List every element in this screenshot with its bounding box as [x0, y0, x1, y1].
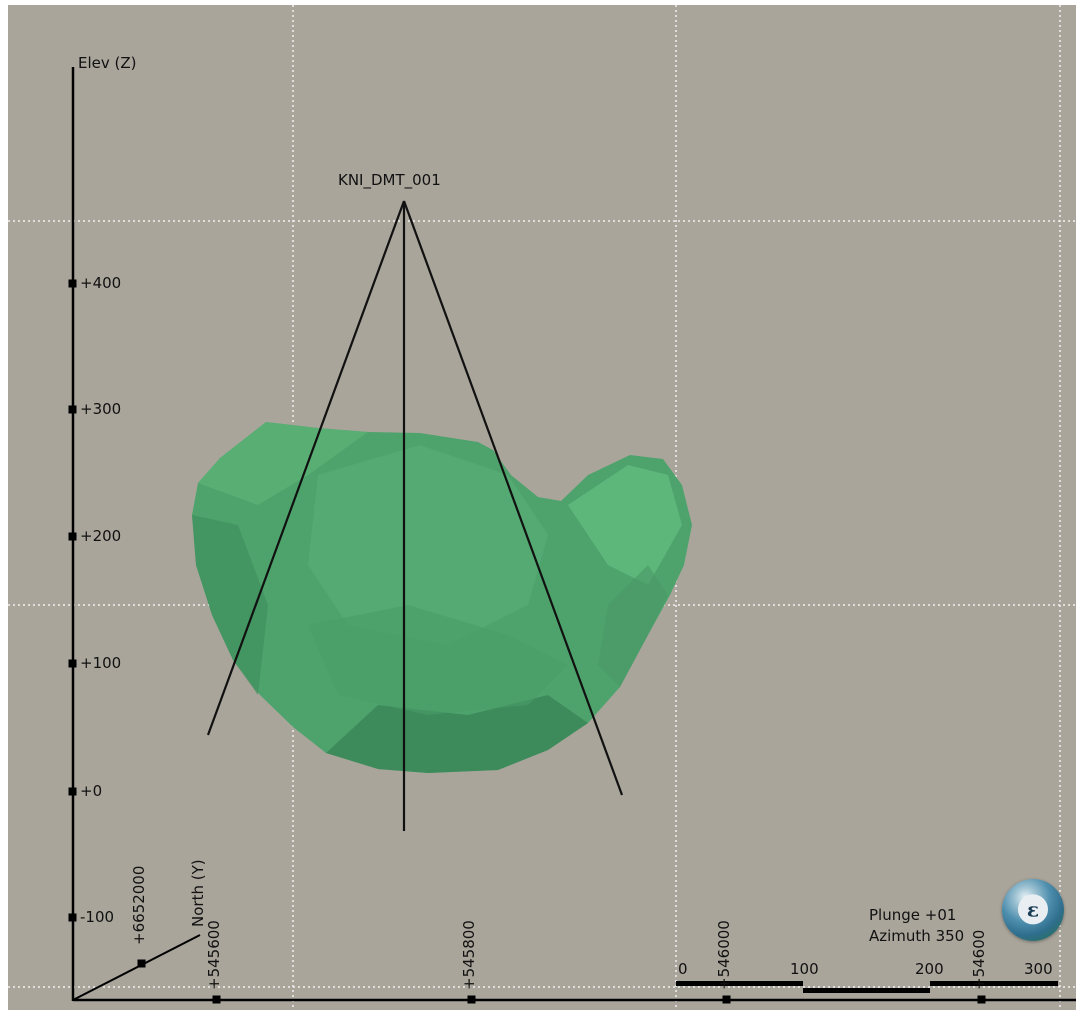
scale-bar-label: 200 [915, 960, 944, 978]
elevation-tick-label: -100 [80, 908, 115, 926]
easting-tick-label: +545800 [460, 920, 478, 990]
scale-bar [676, 981, 1058, 993]
3d-viewport[interactable]: Elev (Z) +400 +300 +200 +100 +0 -100 KNI… [8, 5, 1076, 1010]
drillhole-label[interactable]: KNI_DMT_001 [338, 171, 441, 189]
north-axis-label: North (Y) [189, 859, 207, 927]
scale-bar-label: 300 [1024, 960, 1053, 978]
elevation-tick-label: +0 [80, 782, 103, 800]
elevation-axis-label: Elev (Z) [78, 54, 137, 72]
navigation-sphere-glyph: ε [1018, 894, 1048, 925]
grid-lines [8, 5, 1076, 1010]
elevation-tick-label: +300 [80, 400, 122, 418]
drillhole-traces[interactable] [206, 200, 624, 831]
scale-bar-label: 0 [678, 960, 688, 978]
plunge-readout: Plunge +01 [869, 906, 957, 924]
elevation-tick-label: +100 [80, 654, 122, 672]
scene-canvas[interactable] [8, 5, 1076, 1010]
easting-tick-label: +545600 [205, 920, 223, 990]
azimuth-readout: Azimuth 350 [869, 927, 965, 945]
ore-body-solid[interactable] [192, 422, 692, 773]
easting-axis [73, 995, 1076, 1004]
easting-tick-label: +54600 [970, 929, 988, 990]
elevation-tick-label: +200 [80, 527, 122, 545]
scale-bar-label: 100 [790, 960, 819, 978]
navigation-sphere-icon[interactable]: ε [1002, 879, 1064, 941]
north-axis [72, 934, 201, 1001]
easting-tick-label: +546000 [715, 920, 733, 990]
northing-tick-label: +6652000 [130, 865, 148, 945]
elevation-axis [68, 67, 77, 1001]
elevation-tick-label: +400 [80, 274, 122, 292]
